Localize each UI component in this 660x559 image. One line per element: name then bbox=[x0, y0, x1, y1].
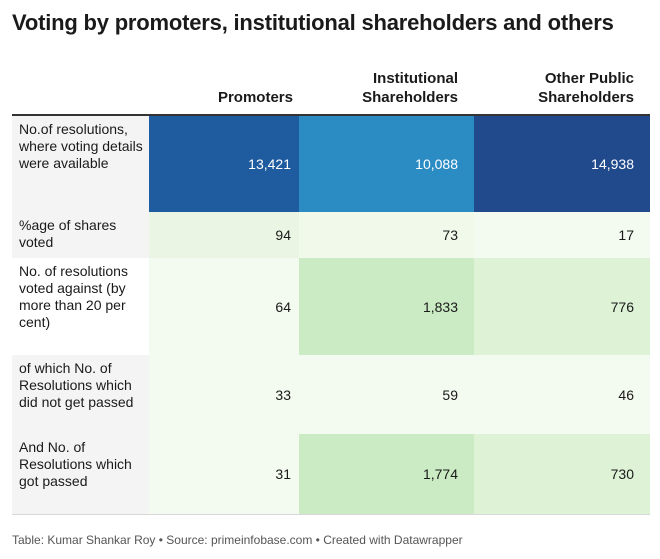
table-cell: 10,088 bbox=[299, 116, 474, 212]
table-cell: 46 bbox=[474, 355, 650, 434]
table-header: Promoters Institutional Shareholders Oth… bbox=[12, 64, 650, 116]
table-cell: 1,833 bbox=[299, 258, 474, 355]
table-row: No.of resolutions, where voting details … bbox=[12, 116, 650, 212]
table-cell: 14,938 bbox=[474, 116, 650, 212]
row-divider bbox=[12, 514, 650, 515]
table-row: of which No. of Resolutions which did no… bbox=[12, 355, 650, 435]
table-cell: 1,774 bbox=[299, 434, 474, 514]
row-label: And No. of Resolutions which got passed bbox=[12, 434, 149, 514]
row-label: No. of resolutions voted against (by mor… bbox=[12, 258, 149, 355]
table-cell: 33 bbox=[149, 355, 299, 434]
table-row: %age of shares voted 94 73 17 bbox=[12, 212, 650, 259]
table-cell: 730 bbox=[474, 434, 650, 514]
table-cell: 64 bbox=[149, 258, 299, 355]
row-label: of which No. of Resolutions which did no… bbox=[12, 355, 149, 434]
column-header-promoters: Promoters bbox=[217, 89, 293, 106]
table-row: No. of resolutions voted against (by mor… bbox=[12, 258, 650, 356]
table-row: And No. of Resolutions which got passed 3… bbox=[12, 434, 650, 515]
row-label: No.of resolutions, where voting details … bbox=[12, 116, 149, 212]
column-header-institutional: Institutional Shareholders bbox=[362, 70, 458, 106]
table-cell: 31 bbox=[149, 434, 299, 514]
row-label: %age of shares voted bbox=[12, 212, 149, 258]
table-cell: 776 bbox=[474, 258, 650, 355]
table-cell: 94 bbox=[149, 212, 299, 258]
table-cell: 13,421 bbox=[149, 116, 299, 212]
table-cell: 73 bbox=[299, 212, 474, 258]
table-title: Voting by promoters, institutional share… bbox=[12, 10, 614, 35]
table-cell: 17 bbox=[474, 212, 650, 258]
column-header-other-public: Other Public Shareholders bbox=[538, 70, 634, 106]
table-footer: Table: Kumar Shankar Roy • Source: prime… bbox=[12, 533, 463, 547]
table-cell: 59 bbox=[299, 355, 474, 434]
